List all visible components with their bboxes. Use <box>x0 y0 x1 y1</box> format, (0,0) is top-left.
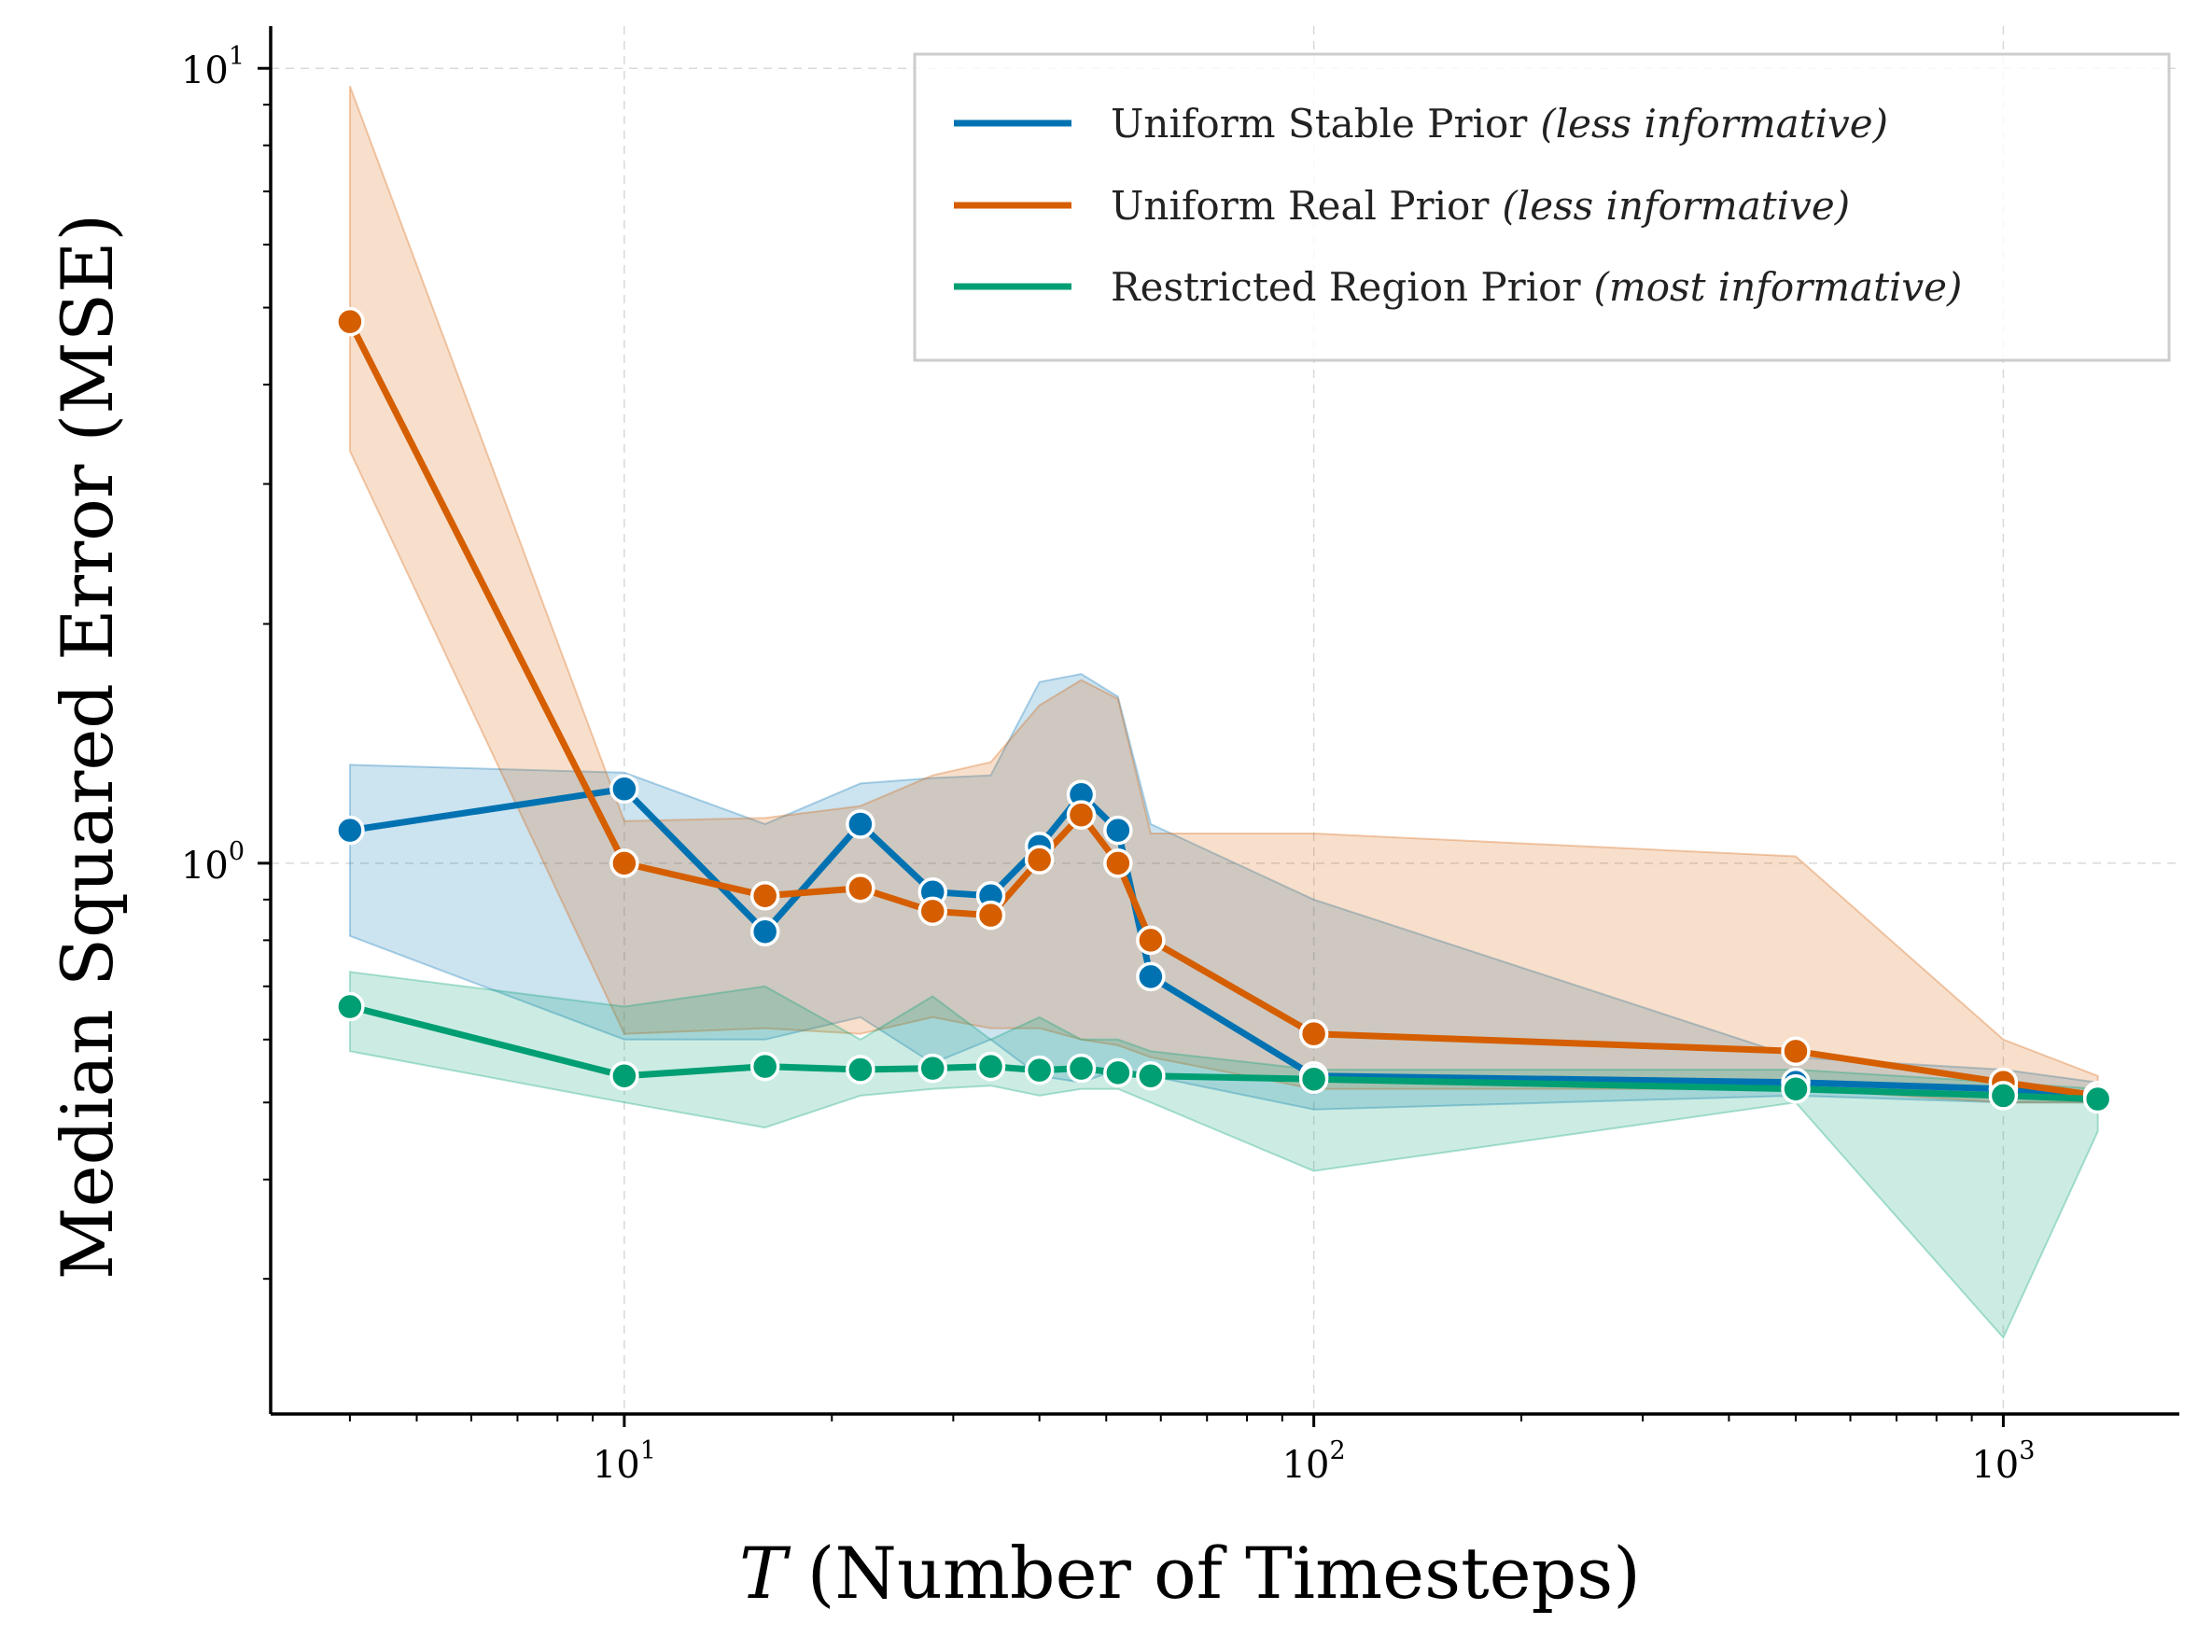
legend-label-uniform-real: Uniform Real Prior (less informative) <box>1111 183 1850 229</box>
point-series-1 <box>846 873 875 903</box>
point-series-2 <box>1781 1073 1811 1104</box>
point-series-0 <box>1103 815 1133 846</box>
y-tick-exponent: 1 <box>229 42 245 71</box>
point-series-1 <box>917 896 947 927</box>
point-series-1 <box>1103 848 1133 878</box>
x-axis-variable: T <box>739 1532 791 1615</box>
x-tick-label: 102 <box>1282 1436 1346 1487</box>
point-series-2 <box>749 1051 780 1082</box>
point-series-0 <box>609 774 639 805</box>
x-tick-label: 103 <box>1971 1436 2035 1487</box>
y-tick-label: 100 <box>181 837 245 888</box>
point-series-1 <box>1298 1018 1329 1049</box>
point-series-1 <box>749 880 780 911</box>
point-series-2 <box>917 1053 947 1084</box>
x-axis-description: (Number of Timesteps) <box>807 1532 1641 1615</box>
point-series-2 <box>1298 1064 1329 1094</box>
x-tick-base: 10 <box>1282 1444 1330 1487</box>
x-tick-label: 101 <box>593 1436 656 1487</box>
point-series-1 <box>1024 845 1055 875</box>
y-tick-exponent: 0 <box>229 837 245 866</box>
x-tick-base: 10 <box>1971 1444 2019 1487</box>
point-series-2 <box>1066 1053 1097 1084</box>
line-series-0 <box>346 785 2102 1099</box>
point-series-2 <box>1103 1057 1133 1088</box>
band-series-2 <box>348 971 2099 1340</box>
series-lines <box>346 318 2102 1103</box>
point-series-2 <box>2082 1084 2113 1114</box>
point-series-0 <box>1136 961 1166 992</box>
legend-label-restricted-region: Restricted Region Prior (most informative… <box>1111 264 1962 310</box>
line-series-2 <box>346 1003 2102 1103</box>
point-series-2 <box>609 1061 639 1091</box>
point-series-2 <box>335 991 365 1022</box>
axes <box>269 26 2179 1416</box>
line-series-1 <box>346 318 2102 1099</box>
x-tick-base: 10 <box>593 1444 640 1487</box>
x-tick-exponent: 2 <box>1330 1436 1346 1465</box>
point-series-1 <box>335 306 365 337</box>
point-series-2 <box>1988 1081 2019 1111</box>
point-series-0 <box>335 815 365 846</box>
point-series-0 <box>749 917 780 947</box>
y-tick-base: 10 <box>181 845 229 888</box>
legend-frame <box>913 52 2171 362</box>
x-axis-title: T (Number of Timesteps) <box>739 1532 1641 1615</box>
point-series-1 <box>1781 1036 1811 1067</box>
y-tick-base: 10 <box>181 49 229 92</box>
point-series-1 <box>975 900 1006 931</box>
point-series-1 <box>609 848 639 878</box>
point-series-1 <box>1066 800 1097 830</box>
x-tick-exponent: 3 <box>2019 1436 2035 1465</box>
legend: Uniform Stable Prior (less informative) U… <box>913 52 2171 362</box>
point-series-1 <box>1136 925 1166 956</box>
series-points <box>335 306 2113 1114</box>
point-series-2 <box>1136 1061 1166 1091</box>
x-tick-exponent: 1 <box>640 1436 656 1465</box>
point-series-2 <box>975 1051 1006 1082</box>
point-series-2 <box>1024 1055 1055 1085</box>
legend-label-uniform-stable: Uniform Stable Prior (less informative) <box>1111 101 1888 147</box>
point-series-0 <box>846 809 875 839</box>
y-axis-title: Median Squared Error (MSE) <box>46 214 129 1280</box>
y-tick-label: 101 <box>181 42 245 92</box>
point-series-2 <box>846 1055 875 1085</box>
